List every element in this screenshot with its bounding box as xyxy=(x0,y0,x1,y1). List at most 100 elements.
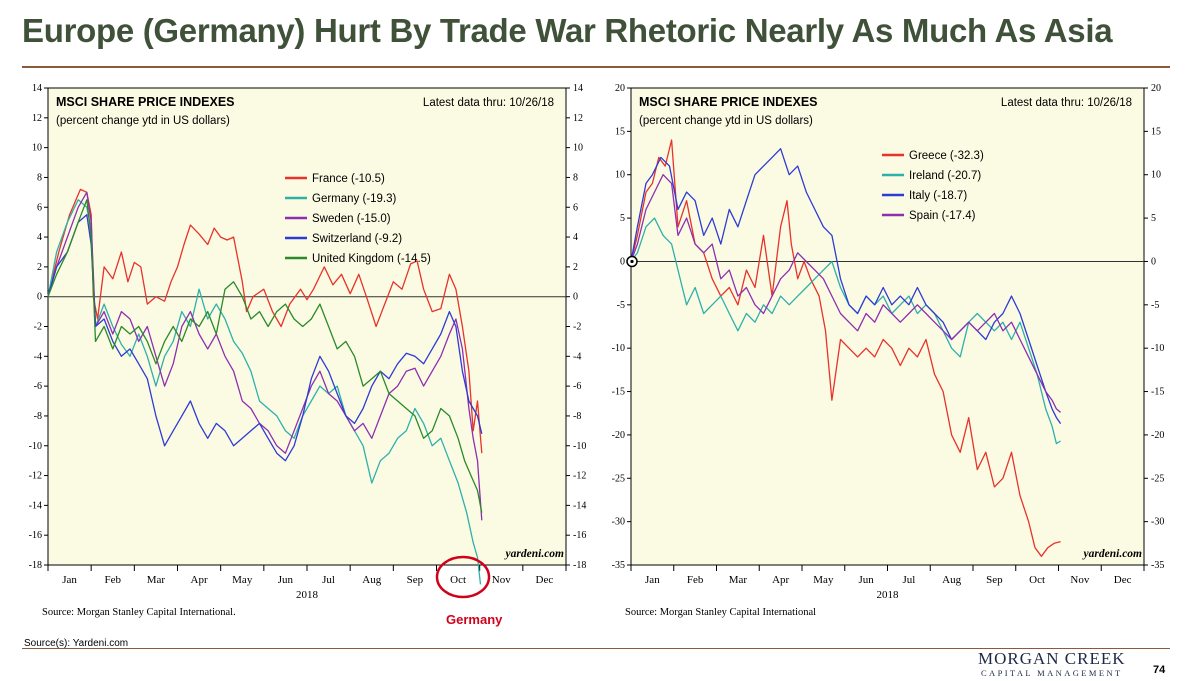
ytick-label-left: 8 xyxy=(37,172,42,183)
ytick-label-right: -25 xyxy=(1151,473,1164,484)
chart-subtitle: (percent change ytd in US dollars) xyxy=(56,115,230,127)
ytick-label-right: 12 xyxy=(573,113,583,124)
legend-label: Ireland (-20.7) xyxy=(909,170,981,182)
ytick-label-left: -10 xyxy=(612,343,625,354)
xtick-label: Apr xyxy=(191,574,208,586)
xtick-label: Sep xyxy=(407,574,424,586)
germany-annotation-label: Germany xyxy=(446,612,503,627)
slide-title: Europe (Germany) Hurt By Trade War Rheto… xyxy=(22,12,1113,49)
xtick-label: Dec xyxy=(536,574,554,586)
ytick-label-right: -6 xyxy=(573,381,581,392)
ytick-label-left: 0 xyxy=(37,292,42,303)
ytick-label-right: 20 xyxy=(1151,83,1161,94)
ytick-label-left: -35 xyxy=(612,560,625,571)
ytick-label-right: 10 xyxy=(1151,170,1161,181)
ytick-label-right: -35 xyxy=(1151,560,1164,571)
ytick-label-right: -30 xyxy=(1151,517,1164,528)
ytick-label-right: 6 xyxy=(573,202,578,213)
ytick-label-right: -14 xyxy=(573,500,586,511)
company-logo: MORGAN CREEK CAPITAL MANAGEMENT xyxy=(978,650,1126,679)
ytick-label-left: -5 xyxy=(617,300,625,311)
legend-label: Sweden (-15.0) xyxy=(312,213,391,225)
series-line xyxy=(47,191,483,521)
xtick-label: Oct xyxy=(1029,574,1045,586)
plot-area xyxy=(630,87,1145,566)
ytick-label-left: 5 xyxy=(620,213,625,224)
ytick-label-right: 14 xyxy=(573,83,583,94)
chart-title: MSCI SHARE PRICE INDEXES xyxy=(639,95,818,109)
title-rule xyxy=(22,66,1170,68)
ytick-label-right: -18 xyxy=(573,560,586,571)
latest-data-label: Latest data thru: 10/26/18 xyxy=(1001,97,1132,109)
chart-source: Source: Morgan Stanley Capital Internati… xyxy=(42,607,236,618)
xtick-label: Mar xyxy=(147,574,166,586)
xtick-label: Nov xyxy=(492,574,511,586)
xtick-label: Dec xyxy=(1114,574,1132,586)
xtick-label: Aug xyxy=(362,574,381,586)
legend-label: Italy (-18.7) xyxy=(909,190,967,202)
footer-rule xyxy=(22,648,1170,649)
ytick-label-right: -4 xyxy=(573,351,581,362)
ytick-label-right: 4 xyxy=(573,232,578,243)
ytick-label-right: 2 xyxy=(573,262,578,273)
series-line xyxy=(47,214,483,462)
watermark: yardeni.com xyxy=(1082,548,1143,560)
legend-label: France (-10.5) xyxy=(312,173,385,185)
ytick-label-right: 15 xyxy=(1151,126,1161,137)
germany-highlight-circle xyxy=(435,555,491,599)
ytick-label-right: -12 xyxy=(573,471,586,482)
ytick-label-left: -15 xyxy=(612,387,625,398)
xtick-label: Aug xyxy=(942,574,961,586)
latest-data-label: Latest data thru: 10/26/18 xyxy=(423,97,554,109)
ytick-label-right: -16 xyxy=(573,530,586,541)
legend-label: Greece (-32.3) xyxy=(909,150,984,162)
xtick-label: Jun xyxy=(858,574,874,586)
ytick-label-left: 10 xyxy=(615,170,625,181)
series-line xyxy=(47,188,483,454)
ytick-label-left: -20 xyxy=(612,430,625,441)
ytick-label-left: 20 xyxy=(615,83,625,94)
ytick-label-left: -2 xyxy=(34,322,42,333)
ytick-label-right: -10 xyxy=(1151,343,1164,354)
xtick-label: Jul xyxy=(902,574,915,586)
x-year-label: 2018 xyxy=(877,589,900,601)
xtick-label: Jun xyxy=(278,574,294,586)
ytick-label-right: 8 xyxy=(573,172,578,183)
series-line xyxy=(47,199,482,585)
xtick-label: Jul xyxy=(322,574,335,586)
ytick-label-left: 2 xyxy=(37,262,42,273)
ytick-label-left: 12 xyxy=(32,113,42,124)
ytick-label-left: 0 xyxy=(620,256,625,267)
ytick-label-left: 4 xyxy=(37,232,42,243)
ytick-label-left: 14 xyxy=(32,83,42,94)
ytick-label-right: -2 xyxy=(573,322,581,333)
xtick-label: Apr xyxy=(772,574,789,586)
ytick-label-right: -15 xyxy=(1151,387,1164,398)
xtick-label: Mar xyxy=(729,574,748,586)
ytick-label-left: -6 xyxy=(34,381,42,392)
xtick-label: Feb xyxy=(687,574,704,586)
ytick-label-left: -14 xyxy=(29,500,42,511)
xtick-label: Jan xyxy=(62,574,77,586)
xtick-label: Nov xyxy=(1070,574,1089,586)
ytick-label-right: 10 xyxy=(573,143,583,154)
ytick-label-left: -30 xyxy=(612,517,625,528)
xtick-label: Jan xyxy=(645,574,660,586)
plot-area xyxy=(47,87,567,566)
series-line xyxy=(630,174,1062,413)
footnote-source: Source(s): Yardeni.com xyxy=(24,638,129,649)
x-year-label: 2018 xyxy=(296,589,319,601)
series-line xyxy=(47,199,483,513)
ytick-label-left: -12 xyxy=(29,471,42,482)
ytick-label-left: 15 xyxy=(615,126,625,137)
ytick-label-left: 10 xyxy=(32,143,42,154)
ytick-label-right: -8 xyxy=(573,411,581,422)
ytick-label-left: -18 xyxy=(29,560,42,571)
ytick-label-left: 6 xyxy=(37,202,42,213)
watermark: yardeni.com xyxy=(504,548,565,560)
xtick-label: Sep xyxy=(986,574,1003,586)
zero-origin-dot xyxy=(630,259,634,264)
ytick-label-left: -16 xyxy=(29,530,42,541)
xtick-label: Feb xyxy=(105,574,122,586)
